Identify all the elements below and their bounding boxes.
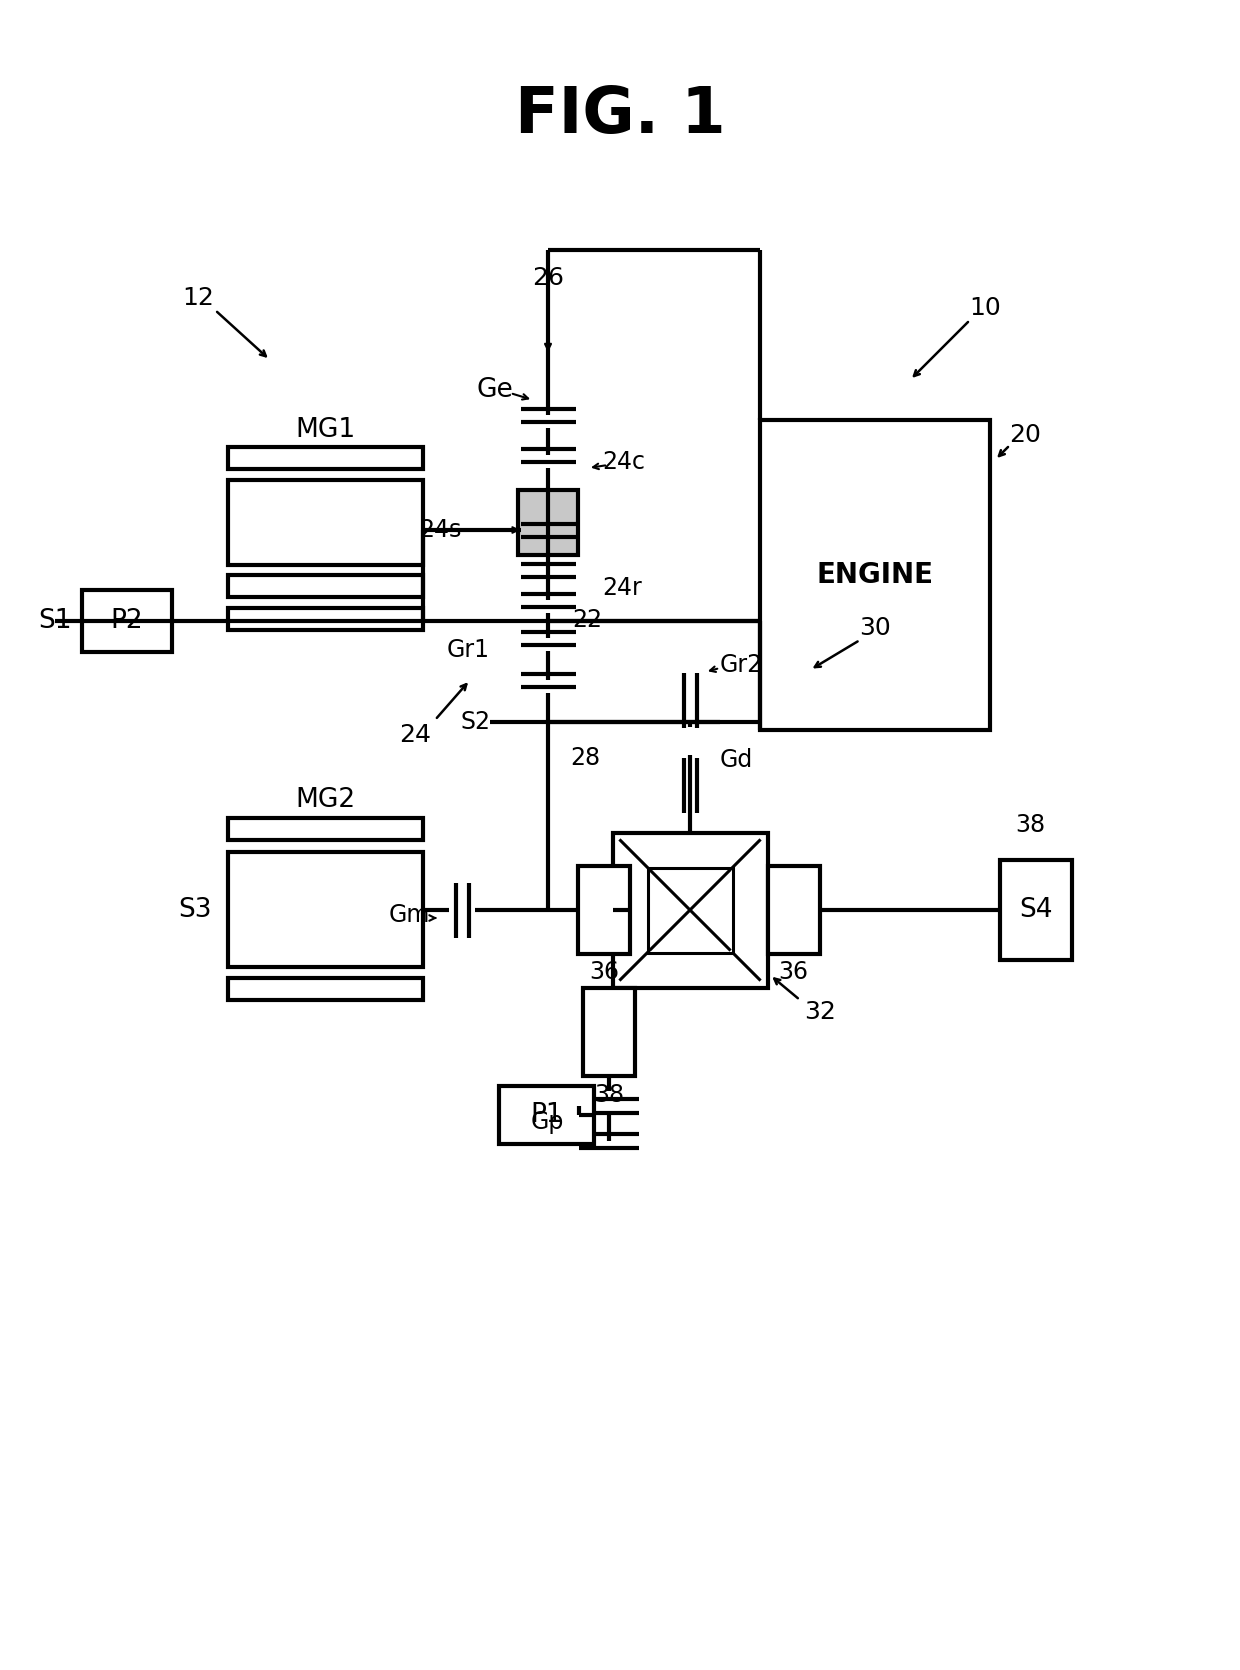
Bar	[578, 867, 630, 954]
Text: 24c: 24c	[601, 449, 645, 474]
Text: FIG. 1: FIG. 1	[515, 84, 725, 145]
Text: S2: S2	[460, 710, 490, 735]
Text: 38: 38	[594, 1084, 624, 1107]
Text: 30: 30	[859, 616, 890, 640]
Text: MG1: MG1	[295, 418, 355, 443]
Bar	[768, 867, 820, 954]
Text: 28: 28	[570, 746, 600, 770]
Bar	[228, 608, 423, 630]
Text: Gm: Gm	[388, 903, 430, 927]
Text: S4: S4	[1019, 897, 1053, 924]
Text: 36: 36	[589, 960, 619, 984]
Text: 24s: 24s	[419, 518, 463, 543]
Text: Gr2: Gr2	[720, 653, 763, 676]
Text: S1: S1	[38, 608, 72, 635]
Text: 24r: 24r	[601, 576, 642, 600]
Bar	[82, 590, 172, 651]
Text: Gd: Gd	[720, 748, 753, 772]
Bar	[647, 867, 733, 952]
Text: P1: P1	[531, 1102, 563, 1127]
Bar	[518, 489, 578, 554]
Bar	[760, 419, 990, 730]
Text: S3: S3	[179, 897, 212, 924]
Text: P2: P2	[110, 608, 144, 635]
Text: 24: 24	[399, 723, 432, 746]
Text: Ge: Ge	[476, 377, 513, 402]
Text: Gp: Gp	[531, 1111, 564, 1134]
Text: 26: 26	[532, 266, 564, 291]
Bar	[228, 852, 423, 967]
Text: Gr1: Gr1	[446, 638, 490, 661]
Text: 32: 32	[804, 1000, 836, 1024]
Bar	[498, 1086, 594, 1144]
Text: 36: 36	[779, 960, 808, 984]
Bar	[583, 987, 635, 1075]
Text: ENGINE: ENGINE	[816, 561, 934, 590]
Bar	[228, 818, 423, 840]
Bar	[999, 860, 1073, 960]
Bar	[228, 479, 423, 564]
Text: 22: 22	[572, 608, 601, 631]
Bar	[228, 448, 423, 469]
Bar	[228, 979, 423, 1000]
Bar	[228, 574, 423, 596]
Text: MG2: MG2	[295, 787, 355, 813]
Text: 20: 20	[1009, 423, 1040, 448]
Text: 38: 38	[1016, 813, 1045, 837]
Text: 12: 12	[182, 286, 215, 311]
Bar	[613, 833, 768, 987]
Text: 10: 10	[970, 296, 1001, 321]
